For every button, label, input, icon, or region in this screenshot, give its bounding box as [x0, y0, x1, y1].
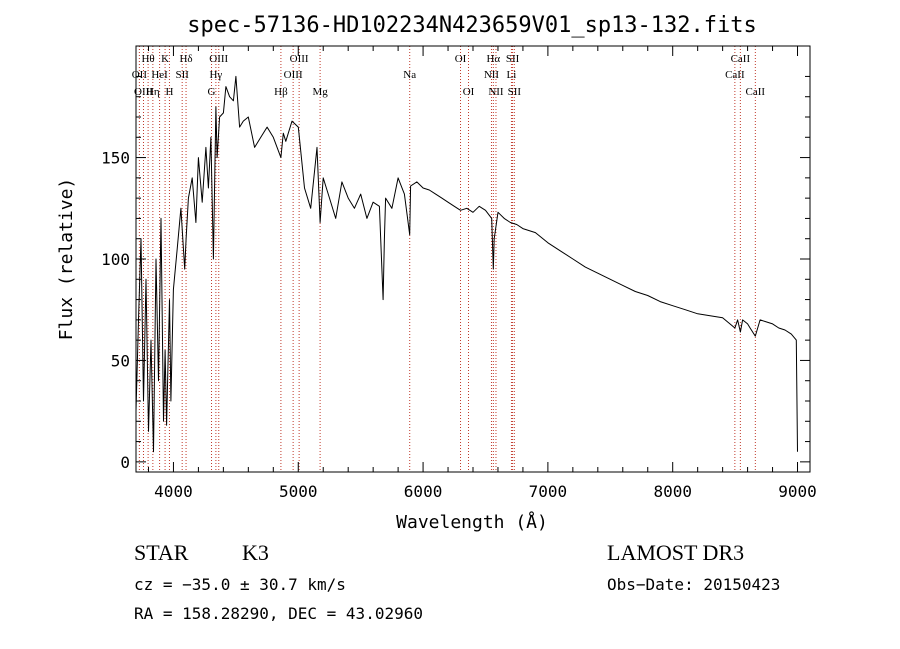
spectral-line-label: Hβ	[274, 86, 288, 98]
x-tick-label: 4000	[154, 482, 193, 501]
object-subclass: K3	[242, 540, 269, 565]
spectral-line-label: SII	[175, 69, 189, 81]
spectral-line-label: Na	[403, 69, 416, 81]
x-axis: 4000 5000 6000 7000 8000 9000	[147, 46, 817, 501]
y-tick-label: 150	[101, 149, 130, 168]
spectral-line-markers	[138, 46, 756, 472]
spectral-line-label: SII	[508, 86, 522, 98]
x-tick-label: 6000	[404, 482, 443, 501]
chart-title: spec-57136-HD102234N423659V01_sp13-132.f…	[187, 13, 757, 38]
x-tick-label: 7000	[529, 482, 568, 501]
object-class: STAR	[134, 540, 189, 565]
spectral-line-label: CaII	[731, 53, 751, 65]
spectral-line-label: NII	[488, 86, 504, 98]
x-axis-label: Wavelength (Å)	[396, 511, 548, 533]
y-tick-label: 0	[120, 453, 130, 472]
x-tick-label: 5000	[279, 482, 318, 501]
spectral-line-label: K	[161, 53, 169, 65]
y-axis-label: Flux (relative)	[56, 178, 77, 341]
spectral-line-label: HeI	[151, 69, 168, 81]
spectral-line-label: CaII	[725, 69, 745, 81]
y-axis: 0 50 100 150	[101, 75, 810, 472]
observation-date: Obs−Date: 20150423	[607, 575, 780, 594]
spectral-line-label: OIII	[290, 53, 309, 65]
spectral-line-label: OIII	[209, 53, 228, 65]
plot-frame	[135, 45, 811, 473]
x-tick-label: 8000	[653, 482, 692, 501]
spectral-line-label: Hθ	[141, 53, 154, 65]
survey-name: LAMOST DR3	[607, 540, 744, 565]
spectral-line-label: G	[208, 86, 216, 98]
spectral-line-label: Hη	[146, 86, 160, 98]
spectral-line-label: Hα	[486, 53, 500, 65]
y-tick-label: 50	[111, 351, 130, 370]
spectral-line-label: Mg	[312, 86, 328, 98]
spectral-line-label: OI	[463, 86, 475, 98]
x-tick-label: 9000	[778, 482, 817, 501]
spectral-line-label: CaII	[746, 86, 766, 98]
spectral-line-label: OIII	[284, 69, 303, 81]
spectral-line-label: Li	[507, 69, 517, 81]
spectral-line-label: OIII	[134, 86, 153, 98]
spectrum-line	[135, 75, 798, 453]
redshift-velocity: cz = −35.0 ± 30.7 km/s	[134, 575, 346, 594]
spectral-line-label: Hγ	[209, 69, 222, 81]
spectral-line-label: NII	[484, 69, 500, 81]
spectral-line-label: OI	[455, 53, 467, 65]
spectral-line-label: OII	[132, 69, 148, 81]
spectral-line-label: Hδ	[179, 53, 192, 65]
ra-dec: RA = 158.28290, DEC = 43.02960	[134, 604, 423, 623]
spectral-line-label: SII	[506, 53, 520, 65]
spectral-line-label: H	[165, 86, 173, 98]
y-tick-label: 100	[101, 250, 130, 269]
